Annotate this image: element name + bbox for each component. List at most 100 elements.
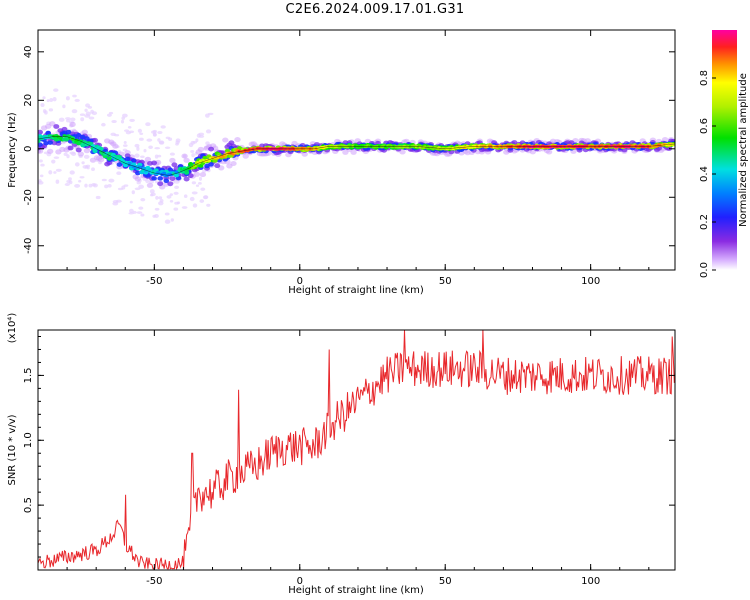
colorbar-tick-label: 0.4 (699, 166, 710, 182)
spectral-speckle (160, 125, 166, 129)
spectral-cell (69, 121, 76, 127)
spectral-cell (106, 156, 112, 161)
spectral-speckle (80, 117, 85, 122)
spectral-speckle (46, 99, 50, 103)
spectral-cell (399, 149, 406, 155)
spectral-speckle (137, 128, 143, 133)
spectral-speckle (140, 155, 145, 159)
spectral-speckle (124, 129, 130, 133)
spectral-speckle (150, 192, 156, 197)
spectral-speckle (38, 180, 44, 185)
spectral-cell (234, 137, 241, 143)
spectral-speckle (68, 177, 72, 181)
spectral-cell (144, 156, 152, 162)
spectral-speckle (38, 159, 43, 163)
spectral-speckle (79, 113, 86, 116)
spectral-speckle (72, 94, 77, 98)
spectral-cell (163, 178, 170, 184)
spectral-speckle (122, 113, 128, 118)
spectral-speckle (164, 212, 170, 216)
y-tick-label: 0 (23, 146, 34, 152)
spectral-speckle (127, 125, 132, 129)
spectral-speckle (66, 154, 70, 159)
snr-x-ticks: -50 0 50 100 (66, 330, 650, 587)
spectral-speckle (65, 117, 71, 120)
y-tick-label: -20 (23, 189, 34, 205)
spectral-speckle (169, 200, 174, 203)
spectrogram-x-label: Height of straight line (km) (288, 285, 424, 296)
spectral-speckle (195, 138, 199, 143)
spectral-cell (81, 129, 89, 135)
spectral-speckle (111, 119, 117, 124)
spectral-cell (222, 137, 229, 143)
spectral-speckle (154, 154, 159, 159)
x-tick-label: 50 (439, 576, 452, 587)
snr-y-ticks: 0.5 1.0 1.5 (23, 335, 675, 558)
spectral-speckle (48, 108, 54, 112)
spectral-cell (157, 181, 164, 187)
colorbar-tick-label: 0.6 (699, 118, 710, 134)
spectral-cell (214, 163, 221, 169)
spectral-speckle (71, 151, 77, 157)
spectral-speckle (78, 179, 82, 183)
spectral-speckle (53, 171, 57, 174)
spectral-cell (65, 129, 72, 135)
spectral-speckle (106, 113, 112, 117)
spectral-cell (183, 157, 190, 163)
spectral-speckle (53, 156, 60, 160)
spectral-cell (75, 147, 82, 153)
spectral-speckle (169, 193, 174, 196)
spectral-speckle (183, 194, 188, 198)
spectral-speckle (134, 153, 140, 158)
spectral-cell (38, 129, 43, 135)
spectral-speckle (143, 148, 147, 153)
spectral-cell (146, 182, 154, 188)
spectral-cell (135, 170, 141, 176)
snr-frame (37, 329, 676, 571)
spectral-cell (47, 140, 53, 145)
spectral-speckle (58, 117, 65, 122)
spectral-speckle (152, 214, 157, 218)
spectral-cell (130, 158, 137, 164)
spectral-speckle (136, 146, 140, 151)
spectral-speckle (206, 203, 211, 207)
spectral-speckle (129, 200, 133, 204)
spectral-speckle (139, 137, 144, 141)
spectral-cell (115, 157, 120, 161)
spectral-speckle (191, 153, 195, 158)
spectral-cell (112, 143, 119, 149)
colorbar-label: Normalized spectral amplitude (738, 73, 749, 227)
x-tick-label: 50 (439, 276, 452, 287)
spectral-speckle (202, 195, 208, 200)
spectral-speckle (85, 111, 91, 116)
spectral-cell (61, 126, 68, 132)
spectral-speckle (91, 111, 98, 116)
spectral-speckle (116, 199, 122, 203)
spectral-speckle (120, 119, 125, 124)
spectral-speckle (108, 178, 115, 183)
spectral-speckle (205, 129, 212, 134)
spectrogram-frame (37, 29, 676, 271)
spectral-speckle (198, 134, 205, 138)
spectral-speckle (84, 108, 88, 113)
spectral-speckle (65, 96, 70, 101)
spectral-speckle (145, 122, 151, 127)
snr-x-label: Height of straight line (km) (288, 585, 424, 596)
spectral-speckle (122, 144, 128, 147)
spectral-cell (83, 148, 91, 154)
spectral-speckle (121, 185, 126, 190)
spectral-speckle (62, 104, 66, 109)
spectral-cell (67, 145, 74, 151)
spectral-cell (58, 136, 63, 140)
spectral-speckle (107, 183, 112, 188)
x-tick-label: 100 (581, 576, 600, 587)
spectral-cell (38, 138, 41, 144)
spectral-speckle (53, 88, 59, 92)
spectral-speckle (69, 170, 75, 175)
spectral-speckle (66, 179, 71, 184)
spectral-cell (143, 169, 148, 173)
spectral-speckle (164, 146, 171, 150)
spectral-speckle (191, 191, 198, 195)
spectral-speckle (49, 97, 54, 103)
